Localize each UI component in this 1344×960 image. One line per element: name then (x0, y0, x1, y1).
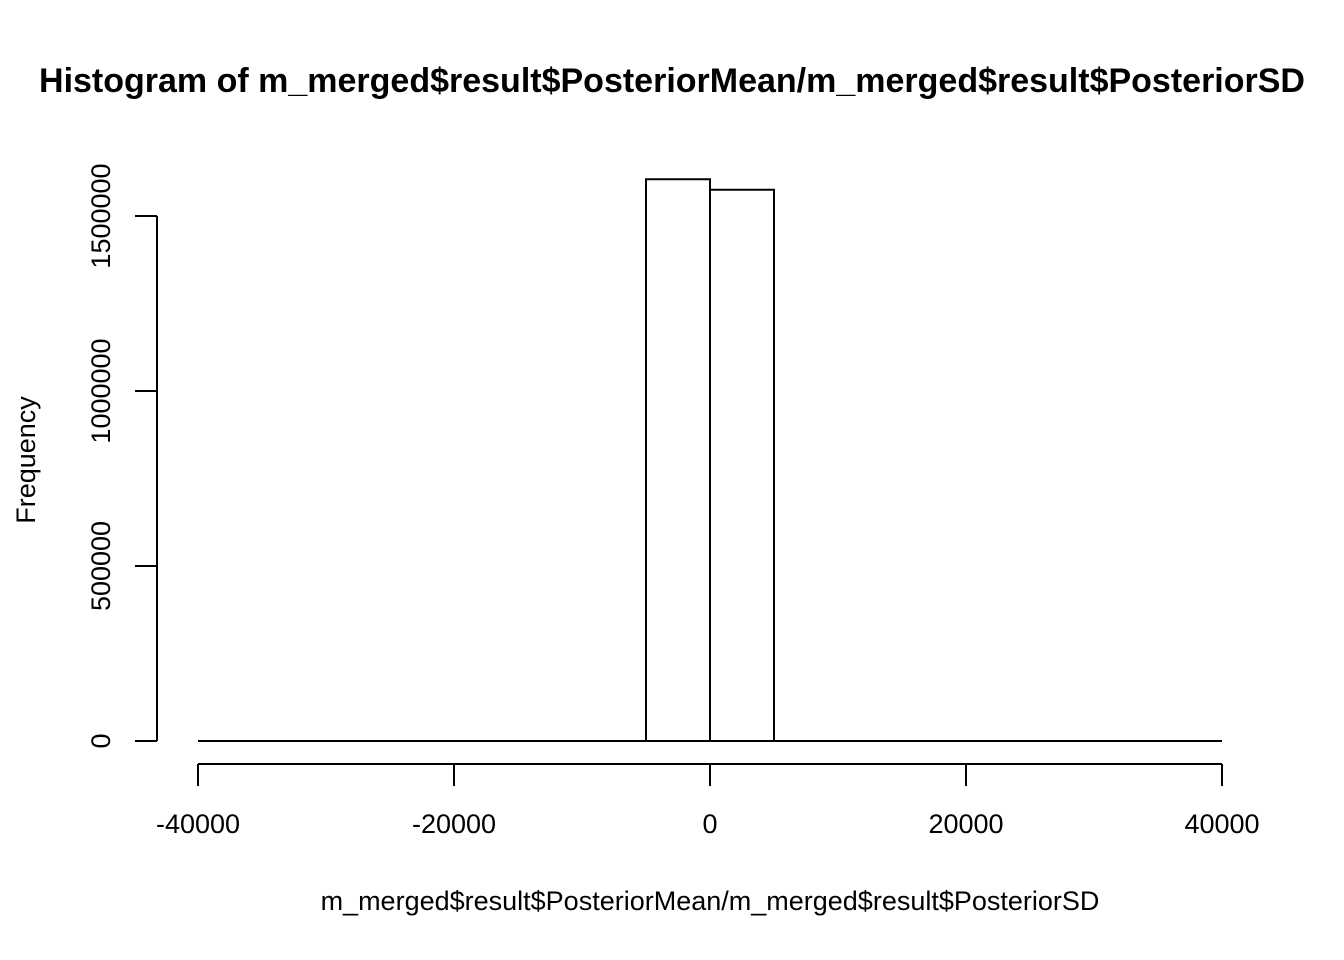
y-axis-label: Frequency (11, 396, 41, 524)
y-tick-label: 1000000 (86, 338, 116, 443)
x-tick-label: 0 (702, 809, 717, 839)
y-axis: 0 500000 1000000 1500000 (86, 163, 158, 749)
x-tick-label: -40000 (156, 809, 240, 839)
x-tick-label: 20000 (928, 809, 1003, 839)
y-tick-label: 0 (86, 733, 116, 748)
x-tick-label: 40000 (1184, 809, 1259, 839)
x-tick-label: -20000 (412, 809, 496, 839)
histogram-bar (645, 178, 711, 742)
histogram-bar (709, 188, 775, 742)
x-axis: -40000 -20000 0 20000 40000 (156, 763, 1260, 839)
chart-title: Histogram of m_merged$result$PosteriorMe… (39, 62, 1305, 100)
y-tick-label: 1500000 (86, 163, 116, 268)
x-axis-label: m_merged$result$PosteriorMean/m_merged$r… (321, 886, 1100, 916)
y-tick-label: 500000 (86, 521, 116, 611)
bars-group (198, 178, 1222, 742)
